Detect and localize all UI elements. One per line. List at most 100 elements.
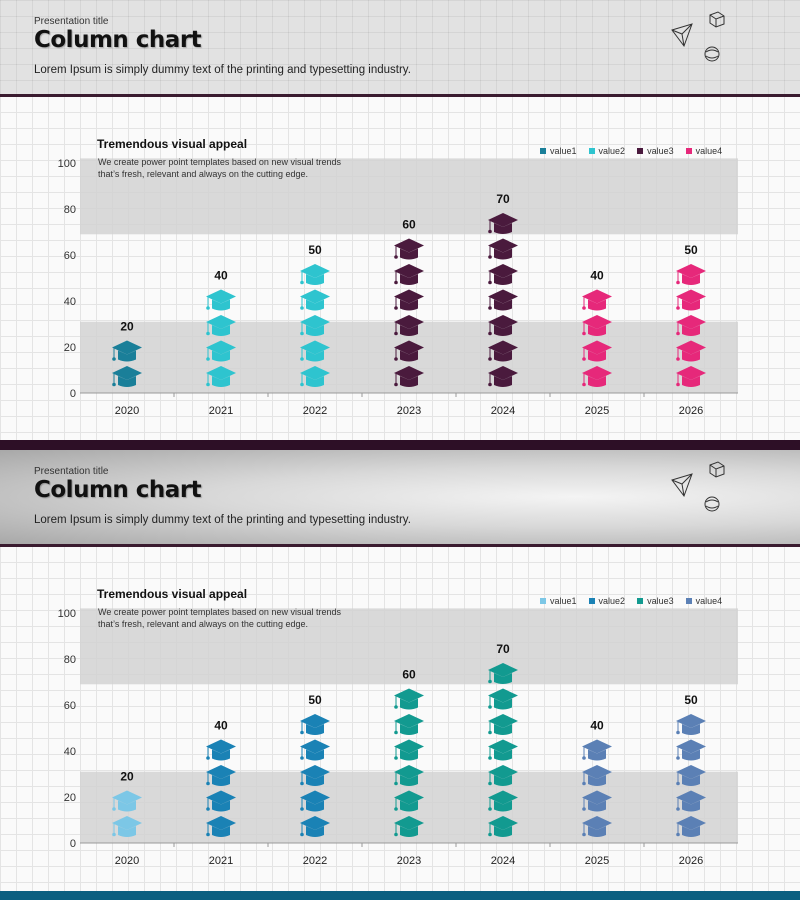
- graduation-cap-icon: [676, 340, 706, 362]
- bar: [112, 340, 142, 387]
- chart-band: [80, 608, 738, 685]
- graduation-cap-icon: [300, 264, 330, 285]
- graduation-cap-icon: [300, 739, 330, 761]
- y-tick-label: 80: [64, 204, 76, 216]
- x-tick-label: 2022: [303, 405, 327, 417]
- graduation-cap-icon: [488, 213, 518, 234]
- page-title: Column chart: [34, 27, 202, 53]
- data-label: 50: [684, 243, 698, 257]
- legend-item: value2: [588, 596, 625, 606]
- data-label: 40: [214, 719, 228, 733]
- y-tick-label: 100: [58, 608, 76, 620]
- slide-header: [0, 0, 800, 94]
- graduation-cap-icon: [676, 264, 706, 285]
- legend-item: value1: [540, 596, 577, 606]
- column-chart: 0204060801002020202021402022502023602024…: [58, 158, 738, 417]
- x-tick-label: 2020: [115, 855, 139, 867]
- data-label: 50: [308, 243, 322, 257]
- x-tick-label: 2021: [209, 405, 233, 417]
- x-tick-label: 2023: [397, 855, 421, 867]
- chart-legend: value1 value2 value3 value4: [540, 596, 722, 606]
- bar: [488, 213, 518, 387]
- graduation-cap-icon: [206, 790, 236, 812]
- presentation-label: Presentation title: [34, 466, 109, 477]
- legend-item: value4: [685, 596, 722, 606]
- bar: [300, 714, 330, 837]
- text-heading: Tremendous visual appeal: [97, 587, 248, 601]
- chart-legend: value1 value2 value3 value4: [540, 146, 722, 156]
- graduation-cap-icon: [488, 714, 518, 735]
- graduation-cap-icon: [488, 739, 518, 761]
- graduation-cap-icon: [676, 739, 706, 761]
- graduation-cap-icon: [394, 816, 424, 837]
- y-tick-label: 40: [64, 296, 76, 308]
- graduation-cap-icon: [300, 315, 330, 336]
- graduation-cap-icon: [112, 816, 142, 837]
- slide-header: [0, 450, 800, 544]
- graduation-cap-icon: [112, 366, 142, 387]
- data-label: 70: [496, 642, 510, 656]
- legend-item: value1: [540, 146, 577, 156]
- graduation-cap-icon: [488, 340, 518, 362]
- y-tick-label: 60: [64, 250, 76, 262]
- bar: [112, 790, 142, 837]
- graduation-cap-icon: [300, 816, 330, 837]
- graduation-cap-icon: [676, 765, 706, 786]
- graduation-cap-icon: [300, 289, 330, 311]
- graduation-cap-icon: [206, 816, 236, 837]
- bar: [206, 739, 236, 837]
- data-label: 40: [214, 269, 228, 283]
- graduation-cap-icon: [206, 315, 236, 336]
- graduation-cap-icon: [394, 315, 424, 336]
- y-tick-label: 20: [64, 792, 76, 804]
- graduation-cap-icon: [582, 765, 612, 786]
- data-label: 50: [684, 693, 698, 707]
- graduation-cap-icon: [300, 366, 330, 387]
- graduation-cap-icon: [582, 289, 612, 311]
- graduation-cap-icon: [394, 238, 424, 260]
- graduation-cap-icon: [112, 790, 142, 812]
- x-tick-label: 2024: [491, 405, 515, 417]
- data-label: 20: [120, 770, 134, 784]
- graduation-cap-icon: [488, 315, 518, 336]
- legend-swatch: [637, 148, 644, 154]
- chart-band: [80, 158, 738, 235]
- graduation-cap-icon: [394, 289, 424, 311]
- data-label: 40: [590, 269, 604, 283]
- graduation-cap-icon: [676, 714, 706, 735]
- graduation-cap-icon: [676, 790, 706, 812]
- graduation-cap-icon: [676, 816, 706, 837]
- legend-swatch: [540, 148, 546, 154]
- legend-label: value4: [695, 146, 723, 156]
- slide-1: Presentation title Column chart Lorem Ip…: [0, 0, 800, 450]
- graduation-cap-icon: [394, 739, 424, 761]
- graduation-cap-icon: [206, 340, 236, 362]
- graduation-cap-icon: [488, 765, 518, 786]
- y-tick-label: 0: [70, 388, 76, 400]
- graduation-cap-icon: [488, 688, 518, 710]
- legend-swatch: [685, 148, 692, 154]
- legend-label: value2: [598, 146, 626, 156]
- geometric-shapes-icon: [671, 461, 725, 512]
- legend-swatch: [637, 598, 644, 604]
- graduation-cap-icon: [488, 790, 518, 812]
- text-body: We create power point templates based on…: [98, 607, 341, 629]
- graduation-cap-icon: [206, 765, 236, 786]
- data-label: 40: [590, 719, 604, 733]
- graduation-cap-icon: [394, 765, 424, 786]
- graduation-cap-icon: [394, 790, 424, 812]
- graduation-cap-icon: [676, 315, 706, 336]
- bar: [300, 264, 330, 387]
- x-tick-label: 2026: [679, 855, 703, 867]
- y-tick-label: 80: [64, 654, 76, 666]
- graduation-cap-icon: [582, 790, 612, 812]
- x-tick-label: 2021: [209, 855, 233, 867]
- data-label: 60: [402, 218, 416, 232]
- data-label: 60: [402, 668, 416, 682]
- x-tick-label: 2026: [679, 405, 703, 417]
- graduation-cap-icon: [394, 714, 424, 735]
- presentation-label: Presentation title: [34, 16, 109, 27]
- graduation-cap-icon: [300, 714, 330, 735]
- y-tick-label: 40: [64, 746, 76, 758]
- graduation-cap-icon: [582, 816, 612, 837]
